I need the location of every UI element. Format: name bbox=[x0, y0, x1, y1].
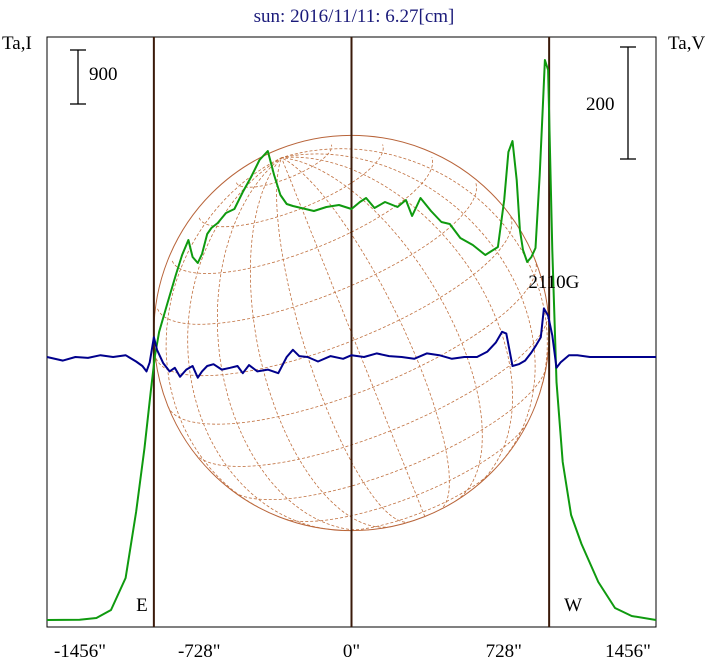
longitude-grid-line bbox=[165, 157, 282, 510]
longitude-grid-line bbox=[281, 156, 514, 489]
chart-title: sun: 2016/11/11: 6.27[cm] bbox=[254, 6, 455, 27]
left-scale-label: 900 bbox=[89, 64, 118, 85]
data-curves bbox=[46, 59, 657, 621]
x-tick-label: 1456" bbox=[605, 641, 651, 662]
latitude-grid-line bbox=[157, 181, 477, 325]
solar-disk bbox=[153, 134, 550, 532]
latitude-grid-line bbox=[285, 422, 529, 522]
latitude-grid-line bbox=[236, 144, 333, 188]
left-scale-bar bbox=[70, 49, 86, 105]
longitude-grid-line bbox=[187, 157, 330, 530]
latitude-grid-line bbox=[341, 468, 496, 531]
longitude-grid-line bbox=[281, 157, 483, 501]
latitude-grid-line bbox=[195, 313, 549, 467]
x-tick-label: -1456" bbox=[54, 641, 106, 662]
x-tick-labels: -1456" -728" 0" 728" 1456" bbox=[54, 641, 651, 662]
polarization-curve bbox=[46, 307, 656, 379]
right-axis-label: Ta,V bbox=[668, 33, 705, 54]
x-tick-label: 728" bbox=[486, 641, 522, 662]
longitude-grid-line bbox=[281, 153, 536, 461]
right-scale-label: 200 bbox=[586, 94, 615, 115]
x-tick-label: -728" bbox=[178, 641, 221, 662]
guide-lines bbox=[152, 37, 551, 627]
longitude-grid-line bbox=[276, 157, 410, 523]
latitude-grid-line bbox=[155, 216, 513, 377]
longitude-grid-line bbox=[281, 157, 426, 517]
latitude-grid-line bbox=[234, 368, 547, 500]
longitude-grid-line bbox=[281, 148, 548, 400]
longitude-grid-line bbox=[250, 157, 391, 528]
left-axis-label: Ta,I bbox=[2, 33, 32, 54]
x-tick-label: 0" bbox=[343, 641, 360, 662]
longitude-grid-line bbox=[281, 157, 450, 511]
east-limb-label: E bbox=[136, 595, 148, 616]
intensity-curve bbox=[46, 59, 657, 621]
longitude-grid-line bbox=[217, 157, 369, 531]
active-region-label: 2110G bbox=[528, 272, 579, 293]
right-scale-bar bbox=[620, 46, 636, 160]
west-limb-label: W bbox=[564, 595, 582, 616]
